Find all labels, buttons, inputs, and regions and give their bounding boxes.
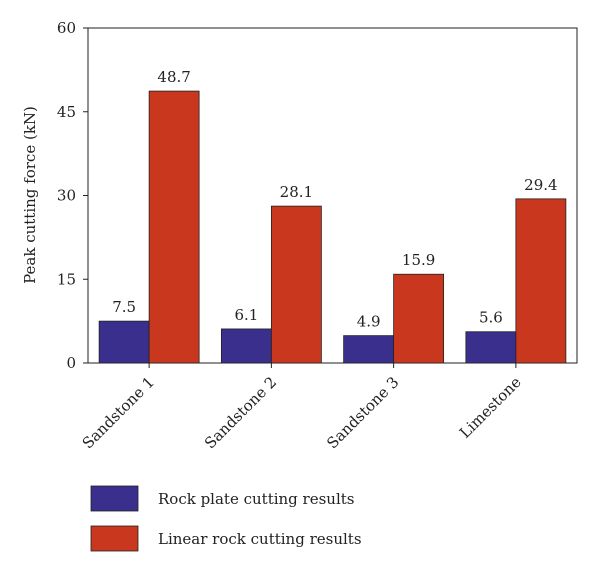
bar-linear-1: [270, 205, 322, 364]
bar-value-label: 28.1: [280, 183, 313, 201]
y-axis-title: Peak cutting force (kN): [21, 106, 39, 284]
bar-rock-plate-2: [343, 335, 395, 364]
bar-linear-0: [148, 90, 200, 364]
bar-value-label: 4.9: [357, 313, 381, 331]
value-labels-group: 7.5 48.7 6.1 28.1 4.9 15.9 5.6 29.4: [112, 68, 557, 331]
bar-rock-plate-3: [465, 331, 517, 364]
bar-rock-plate-1: [220, 328, 272, 364]
legend-label: Rock plate cutting results: [158, 490, 354, 508]
bar-value-label: 48.7: [157, 68, 190, 86]
x-axis: Sandstone 1 Sandstone 2 Sandstone 3 Limesto…: [79, 363, 525, 452]
y-tick-label: 15: [57, 270, 76, 288]
bar-value-label: 6.1: [234, 306, 258, 324]
x-tick-label: Sandstone 3: [323, 373, 402, 452]
bar-value-label: 29.4: [524, 176, 557, 194]
x-tick-label: Sandstone 1: [79, 373, 158, 452]
y-tick-label: 60: [57, 19, 76, 37]
y-tick-label: 0: [66, 354, 76, 372]
bar-rock-plate-0: [98, 320, 150, 364]
y-tick-label: 30: [57, 187, 76, 205]
bar-linear-2: [393, 273, 445, 364]
y-tick-label: 45: [57, 103, 76, 121]
bar-value-label: 5.6: [479, 309, 503, 327]
x-tick-label: Limestone: [456, 373, 525, 442]
bar-value-label: 15.9: [402, 251, 435, 269]
y-axis: 0 15 30 45 60: [57, 19, 88, 372]
legend-swatch: [90, 525, 139, 552]
legend-swatch: [90, 485, 139, 512]
bars-group: [98, 90, 567, 364]
legend: Rock plate cutting results Linear rock cu…: [90, 485, 362, 552]
legend-label: Linear rock cutting results: [158, 530, 362, 548]
x-tick-label: Sandstone 2: [201, 373, 280, 452]
bar-value-label: 7.5: [112, 298, 136, 316]
bar-linear-3: [515, 198, 567, 364]
